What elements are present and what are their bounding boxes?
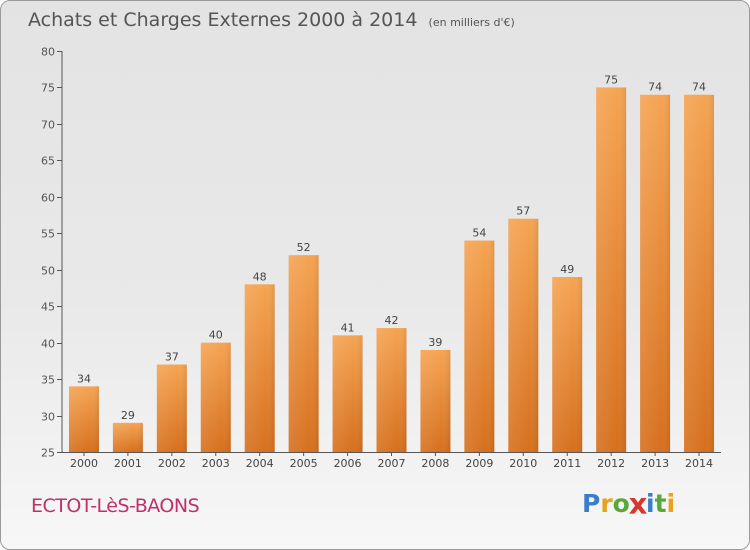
logo-letter: x <box>628 486 648 521</box>
bar-shade <box>200 342 231 452</box>
bar-shade <box>332 335 363 452</box>
y-tick-label: 75 <box>41 82 55 95</box>
logo-letter: r <box>600 489 613 518</box>
bar-shade <box>376 328 407 452</box>
bar-shade <box>552 277 583 452</box>
logo-letter: i <box>666 489 676 518</box>
x-tick-label: 2001 <box>114 457 142 470</box>
y-tick-label: 55 <box>41 228 55 241</box>
x-tick-label: 2004 <box>246 457 274 470</box>
bar-shade <box>508 218 539 452</box>
bar-shade <box>640 94 671 452</box>
x-tick-label: 2014 <box>685 457 713 470</box>
x-tick-label: 2012 <box>597 457 625 470</box>
x-tick-label: 2011 <box>553 457 581 470</box>
y-tick-label: 70 <box>41 119 55 132</box>
bar-shade <box>156 364 187 452</box>
bar-value-label: 49 <box>560 263 574 276</box>
x-tick-label: 2013 <box>641 457 669 470</box>
chart-title: Achats et Charges Externes 2000 à 2014 (… <box>28 9 515 31</box>
logo-letter: i <box>646 489 655 518</box>
bar-value-label: 52 <box>297 241 311 254</box>
data-labels-group: 34 29 37 40 48 52 41 42 39 54 57 49 75 74 74 <box>77 73 706 421</box>
y-tick-label: 60 <box>41 192 55 205</box>
bar-value-label: 74 <box>692 81 706 94</box>
logo-letter: o <box>612 489 630 518</box>
bar-value-label: 42 <box>385 314 399 327</box>
bar-shade <box>288 255 319 452</box>
x-tick-label: 2005 <box>290 457 318 470</box>
bar-value-label: 54 <box>472 227 486 240</box>
bar-shade <box>420 349 451 452</box>
y-tick-label: 35 <box>41 374 55 387</box>
y-tick-label: 65 <box>41 155 55 168</box>
bars-group <box>68 87 715 453</box>
bar-shade <box>244 284 275 452</box>
y-tick-label: 50 <box>41 265 55 278</box>
x-tick-label: 2000 <box>70 457 98 470</box>
bar-value-label: 41 <box>341 321 355 334</box>
bar-shade <box>112 422 143 452</box>
bar-shade <box>596 87 627 453</box>
commune-name: ECTOT-LèS-BAONS <box>31 495 200 517</box>
y-tick-label: 80 <box>41 46 55 59</box>
logo-letter: P <box>582 489 601 518</box>
x-tick-label: 2009 <box>465 457 493 470</box>
x-tick-label: 2007 <box>378 457 406 470</box>
x-tick-label: 2003 <box>202 457 230 470</box>
bar-value-label: 34 <box>77 372 91 385</box>
chart-unit-text: (en milliers d'€) <box>428 16 515 29</box>
chart-title-text: Achats et Charges Externes 2000 à 2014 <box>28 9 418 31</box>
bar-value-label: 75 <box>604 73 618 86</box>
x-tick-label: 2006 <box>334 457 362 470</box>
bar-value-label: 48 <box>253 270 267 283</box>
bar-shade <box>464 240 495 452</box>
bar-value-label: 74 <box>648 81 662 94</box>
bar-value-label: 29 <box>121 409 135 422</box>
y-tick-label: 30 <box>41 411 55 424</box>
y-tick-label: 40 <box>41 338 55 351</box>
bar-value-label: 40 <box>209 329 223 342</box>
bar-shade <box>684 94 715 452</box>
x-tick-label: 2002 <box>158 457 186 470</box>
bar-value-label: 57 <box>516 205 530 218</box>
y-tick-label: 25 <box>41 447 55 460</box>
bar-shade <box>68 386 99 452</box>
y-tick-label: 45 <box>41 301 55 314</box>
axes-group: 25 30 35 40 45 50 55 60 65 70 75 80 2000 2001 2002 2003… <box>41 46 721 470</box>
bar-value-label: 39 <box>428 336 442 349</box>
proxiti-logo[interactable]: Proxiti <box>582 486 676 521</box>
bar-value-label: 37 <box>165 351 179 364</box>
x-tick-label: 2010 <box>509 457 537 470</box>
x-tick-label: 2008 <box>421 457 449 470</box>
logo-letter: t <box>654 489 667 518</box>
